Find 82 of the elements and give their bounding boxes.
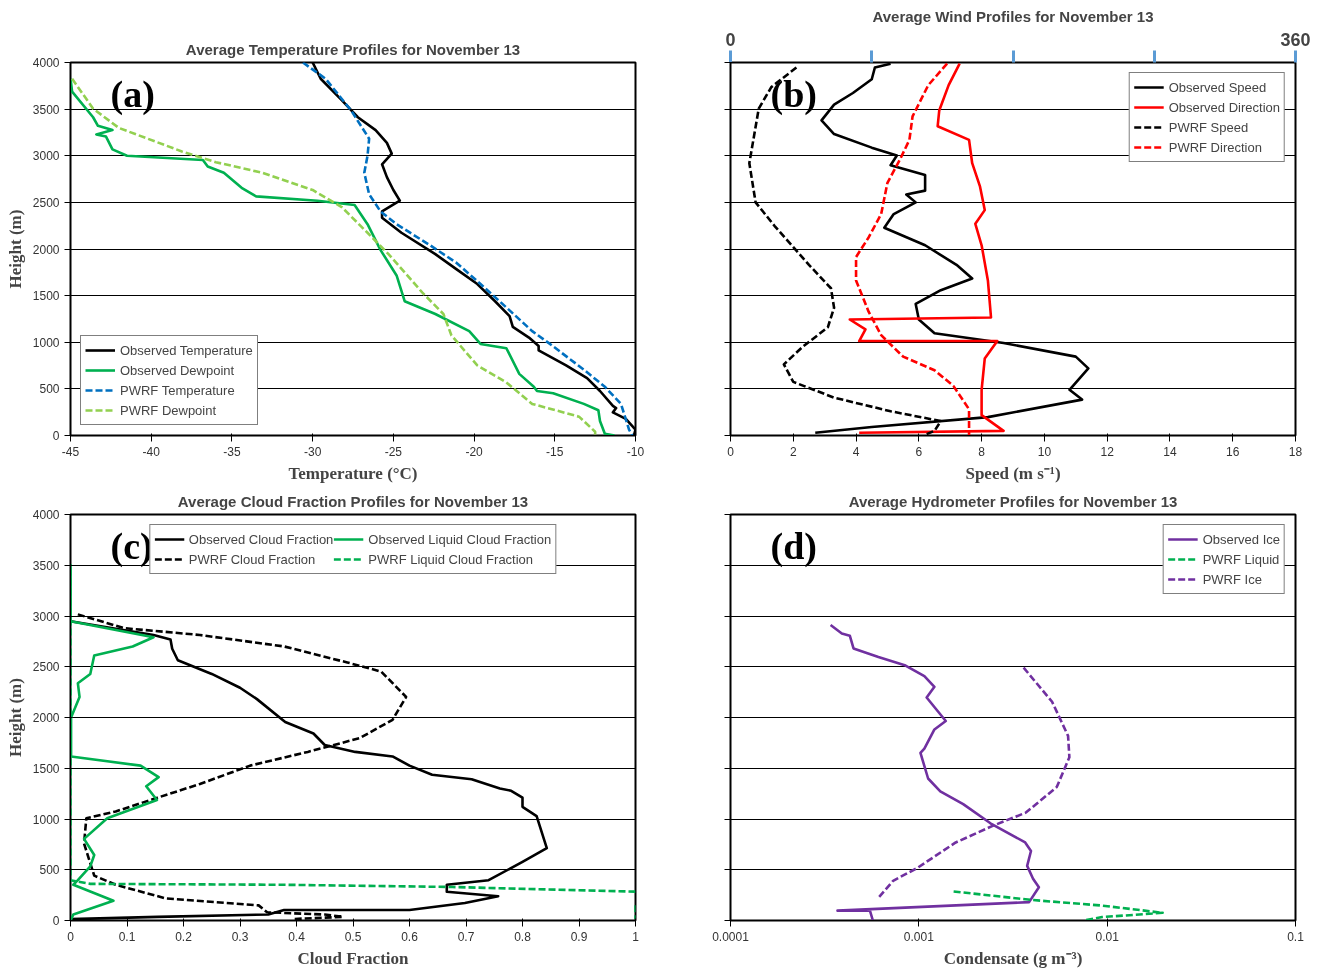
chart-title: Average Hydrometer Profiles for November 13 — [848, 492, 1178, 510]
x-tick-label: 6 — [915, 444, 923, 459]
x-tick-label: -20 — [465, 444, 484, 459]
legend-label: PWRF Liquid — [1202, 551, 1280, 567]
y-tick-label: 3500 — [32, 102, 60, 117]
x-tick-label: 2 — [789, 444, 797, 459]
legend-label: Observed Ice — [1202, 531, 1280, 547]
y-tick-label: 0 — [52, 429, 60, 443]
x-axis-title: Cloud Fraction — [297, 948, 410, 968]
x-tick-label: 18 — [1288, 444, 1303, 459]
x2-tick-label: 360 — [1280, 29, 1311, 50]
x-axis-title: Condensate (g m⁻³) — [943, 948, 1083, 968]
chart-title: Average Cloud Fraction Profiles for November 13 — [177, 492, 529, 510]
x-tick-label: 0.4 — [288, 929, 306, 944]
legend-label: Observed Liquid Cloud Fraction — [368, 531, 552, 547]
y-tick-label: 3000 — [32, 609, 60, 624]
y-tick-label: 4000 — [32, 56, 60, 70]
chart-title: Average Temperature Profiles for November 13 — [185, 40, 521, 58]
annotation: (c) — [110, 524, 153, 568]
x-tick-label: 12 — [1100, 444, 1115, 459]
x-tick-label: -10 — [626, 444, 645, 459]
x-tick-label: 4 — [852, 444, 860, 459]
x-tick-label: 14 — [1163, 444, 1177, 459]
x-tick-label: 8 — [978, 444, 986, 459]
x2-tick-label: 0 — [725, 29, 736, 50]
x-tick-label: 0.001 — [903, 929, 935, 944]
x-tick-label: 16 — [1226, 444, 1240, 459]
y-tick-label: 3000 — [32, 149, 60, 164]
legend-label: PWRF Speed — [1168, 119, 1249, 135]
y-tick-label: 4000 — [32, 508, 60, 522]
x-tick-label: -30 — [303, 444, 322, 459]
y-tick-label: 3500 — [32, 558, 60, 573]
legend-label: PWRF Temperature — [120, 382, 235, 398]
x-tick-label: 0.9 — [570, 929, 588, 944]
y-tick-label: 1500 — [32, 289, 60, 304]
x-tick-label: 0.5 — [344, 929, 362, 944]
y-tick-label: 500 — [39, 382, 60, 397]
x-tick-label: 0.2 — [175, 929, 193, 944]
x-tick-label: 0.8 — [514, 929, 532, 944]
y-tick-label: 1000 — [32, 335, 60, 350]
y-tick-label: 2500 — [32, 660, 60, 675]
x-tick-label: 0.1 — [118, 929, 136, 944]
x-tick-label: 0.1 — [1287, 929, 1305, 944]
annotation: (a) — [110, 72, 155, 116]
x-tick-label: -45 — [61, 444, 80, 459]
x-tick-label: 1 — [632, 929, 640, 944]
x-tick-label: 0.01 — [1095, 929, 1120, 944]
annotation: (d) — [770, 524, 817, 568]
x-tick-label: 0.0001 — [712, 929, 750, 944]
y-tick-label: 1500 — [32, 761, 60, 776]
legend-label: PWRF Direction — [1168, 139, 1262, 155]
y-tick-label: 0 — [52, 914, 60, 928]
x-tick-label: 0.6 — [401, 929, 419, 944]
y-tick-label: 500 — [39, 863, 60, 878]
x-tick-label: -35 — [223, 444, 241, 459]
y-tick-label: 1000 — [32, 812, 60, 827]
x-tick-label: 0.7 — [457, 929, 475, 944]
legend-label: PWRF Liquid Cloud Fraction — [368, 551, 534, 567]
x-tick-label: 0 — [67, 929, 75, 944]
x-axis-title: Speed (m s⁻¹) — [965, 463, 1061, 483]
y-axis-title: Height (m) — [5, 209, 25, 289]
y-tick-label: 2000 — [32, 242, 60, 257]
legend-label: PWRF Dewpoint — [120, 402, 217, 418]
x-tick-label: 10 — [1037, 444, 1052, 459]
legend-label: Observed Dewpoint — [120, 362, 235, 378]
legend-label: PWRF Cloud Fraction — [188, 551, 316, 567]
legend-label: PWRF Ice — [1202, 571, 1262, 587]
legend-label: Observed Cloud Fraction — [188, 531, 334, 547]
x-tick-label: 0.3 — [231, 929, 249, 944]
chart-title: Average Wind Profiles for November 13 — [872, 7, 1154, 25]
legend-label: Observed Temperature — [120, 342, 253, 358]
x-axis-title: Temperature (°C) — [288, 463, 418, 483]
y-tick-label: 2000 — [32, 711, 60, 725]
legend-label: Observed Direction — [1168, 99, 1280, 115]
x-tick-label: -25 — [384, 444, 403, 459]
x-tick-label: -15 — [546, 444, 564, 459]
y-axis-title: Height (m) — [5, 678, 25, 757]
legend-label: Observed Speed — [1168, 79, 1267, 95]
x-tick-label: -40 — [142, 444, 161, 459]
annotation: (b) — [770, 72, 817, 116]
y-tick-label: 2500 — [32, 195, 60, 210]
x-tick-label: 0 — [727, 444, 735, 459]
